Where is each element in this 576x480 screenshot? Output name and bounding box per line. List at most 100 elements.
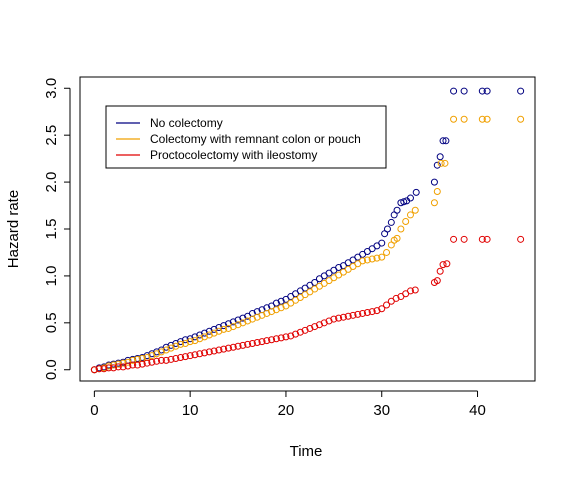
data-point <box>258 338 266 346</box>
y-tick-label: 2.0 <box>43 172 60 193</box>
data-point <box>191 333 199 341</box>
data-point <box>311 278 319 286</box>
data-point <box>248 339 256 347</box>
y-tick-label: 0.0 <box>43 359 60 380</box>
data-point <box>153 348 161 356</box>
data-point <box>119 363 127 371</box>
data-point <box>359 309 367 317</box>
data-point <box>383 225 391 233</box>
data-point <box>517 235 525 243</box>
data-point <box>439 137 447 145</box>
data-point <box>436 153 444 161</box>
data-point <box>138 360 146 368</box>
data-point <box>220 345 228 353</box>
data-point <box>148 350 156 358</box>
data-point <box>277 297 285 305</box>
legend: No colectomy Colectomy with remnant colo… <box>105 105 387 169</box>
data-point <box>181 339 189 347</box>
data-point <box>478 115 486 123</box>
data-point <box>196 350 204 358</box>
data-point <box>433 187 441 195</box>
data-point <box>268 336 276 344</box>
data-point <box>517 87 525 95</box>
x-tick-label: 0 <box>90 402 98 419</box>
data-point <box>205 327 213 335</box>
data-point <box>186 338 194 346</box>
data-point <box>363 256 371 264</box>
data-point <box>378 239 386 247</box>
data-point <box>301 326 309 334</box>
data-point <box>129 356 137 364</box>
data-point <box>483 115 491 123</box>
y-tick-label: 3.0 <box>43 78 60 99</box>
data-point <box>177 340 185 348</box>
data-point <box>244 340 252 348</box>
y-tick-label: 1.5 <box>43 219 60 240</box>
data-point <box>411 206 419 214</box>
data-point <box>483 235 491 243</box>
data-point <box>406 194 414 202</box>
data-point <box>393 206 401 214</box>
data-point <box>196 335 204 343</box>
data-point <box>153 357 161 365</box>
data-point <box>478 87 486 95</box>
data-point <box>442 137 450 145</box>
data-point <box>201 333 209 341</box>
data-point <box>201 349 209 357</box>
data-point <box>460 115 468 123</box>
data-point <box>450 115 458 123</box>
x-tick-label: 20 <box>278 402 295 419</box>
legend-label-colectomy-remnant: Colectomy with remnant colon or pouch <box>150 132 361 146</box>
data-point <box>383 248 391 256</box>
x-tick-label: 10 <box>182 402 199 419</box>
data-point <box>354 310 362 318</box>
data-point <box>412 188 420 196</box>
data-point <box>393 234 401 242</box>
data-point <box>359 257 367 265</box>
data-point <box>239 319 247 327</box>
data-point <box>378 305 386 313</box>
data-point <box>397 225 405 233</box>
data-point <box>450 87 458 95</box>
data-point <box>320 319 328 327</box>
data-point <box>215 346 223 354</box>
data-point <box>129 361 137 369</box>
data-point <box>229 323 237 331</box>
y-tick-label: 1.0 <box>43 265 60 286</box>
data-point <box>124 362 132 370</box>
plot-frame <box>79 76 536 382</box>
data-point <box>90 366 98 374</box>
data-point <box>167 344 175 352</box>
data-point <box>339 313 347 321</box>
data-point <box>224 344 232 352</box>
data-point <box>263 337 271 345</box>
data-point <box>114 363 122 371</box>
data-point <box>383 301 391 309</box>
data-point <box>411 286 419 294</box>
data-point <box>287 332 295 340</box>
data-point <box>143 359 151 367</box>
data-point <box>167 341 175 349</box>
data-point <box>344 312 352 320</box>
legend-label-proctocolectomy: Proctocolectomy with ileostomy <box>150 148 317 162</box>
data-point <box>272 306 280 314</box>
y-tick-label: 2.5 <box>43 125 60 146</box>
data-point <box>363 309 371 317</box>
data-point <box>153 350 161 358</box>
data-point <box>282 333 290 341</box>
data-point <box>436 267 444 275</box>
data-point <box>460 87 468 95</box>
data-point <box>234 321 242 329</box>
data-point <box>430 178 438 186</box>
data-point <box>433 277 441 285</box>
data-point <box>239 341 247 349</box>
data-point <box>210 347 218 355</box>
data-point <box>387 218 395 226</box>
data-point <box>215 324 223 332</box>
data-point <box>311 323 319 331</box>
data-point <box>335 263 343 271</box>
data-point <box>450 235 458 243</box>
data-point <box>430 199 438 207</box>
data-point <box>234 342 242 350</box>
x-axis-label: Time <box>290 443 323 460</box>
